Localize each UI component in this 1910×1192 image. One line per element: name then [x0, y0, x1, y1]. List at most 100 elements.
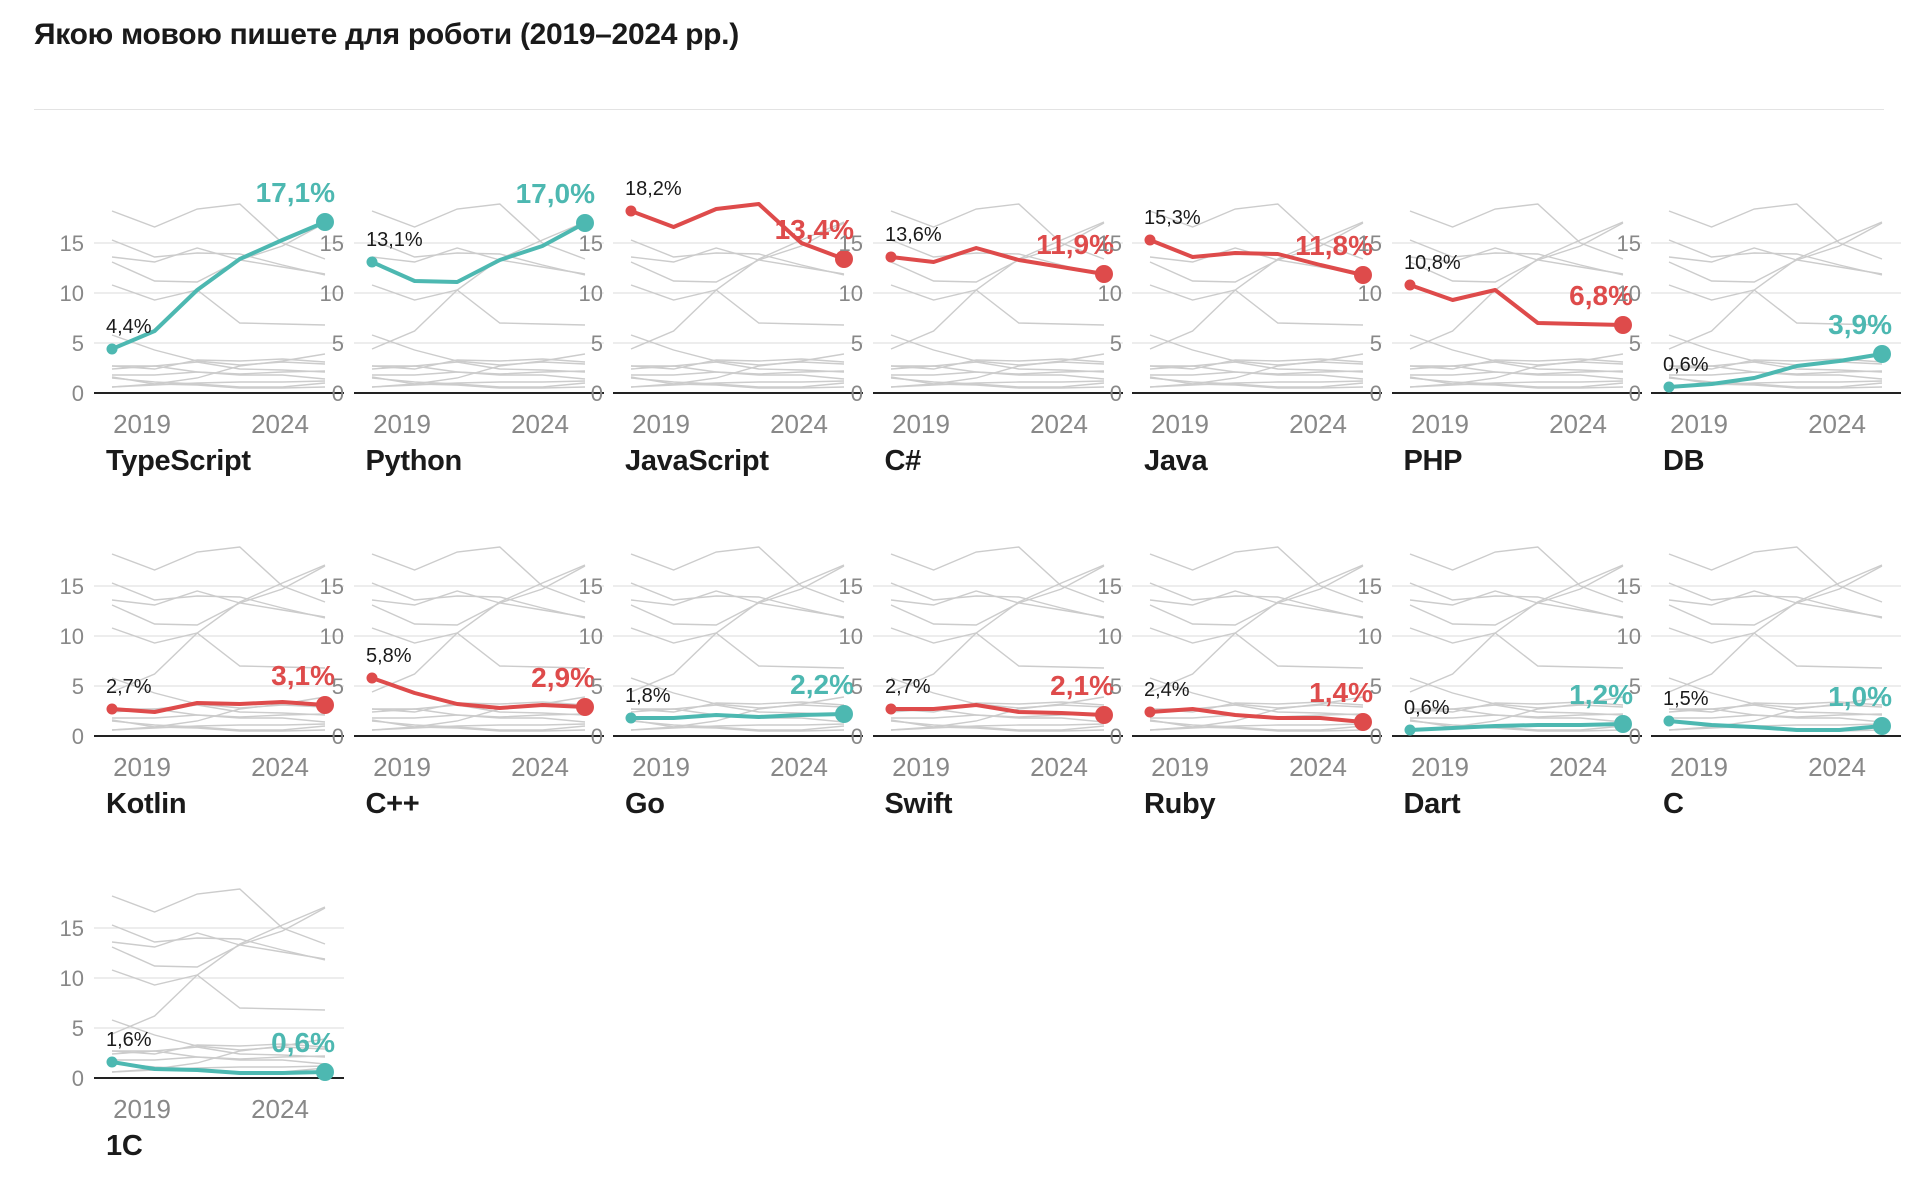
context-line-php [890, 626, 1104, 669]
context-line-1c [111, 718, 326, 732]
context-line-ruby [111, 1050, 326, 1065]
start-value-label: 1,5% [1663, 688, 1709, 710]
context-line-c- [111, 676, 326, 709]
context-line-dart [890, 722, 1104, 731]
context-line-python [890, 222, 1104, 283]
x-tick-label: 2019 [1411, 752, 1469, 782]
y-tick-label: 5 [72, 674, 84, 699]
series-line-1c [110, 1060, 327, 1075]
context-line-typescript [1668, 221, 1883, 350]
end-value-label: 0,6% [271, 1027, 335, 1058]
y-tick-label: 10 [838, 624, 862, 649]
context-line-c [1668, 377, 1883, 388]
context-line-java [1668, 581, 1883, 619]
end-value-label: 11,9% [1036, 229, 1114, 260]
context-line-ruby [1149, 365, 1364, 380]
end-value-label: 17,0% [515, 178, 594, 209]
start-value-label: 13,1% [366, 229, 423, 251]
chart-title: Якою мовою пишете для роботи (2019–2024 … [34, 18, 739, 51]
start-point [366, 256, 377, 268]
context-line-1c [890, 376, 1104, 389]
series-line-javascript [629, 202, 846, 261]
series-line-java [1148, 238, 1365, 277]
context-line-typescript [1409, 563, 1623, 693]
panel-title: JavaScript [625, 445, 769, 477]
context-line-dart [371, 722, 585, 731]
context-line-python [630, 564, 845, 626]
panel-title: 1C [106, 1130, 143, 1162]
end-value-label: 3,1% [271, 660, 335, 691]
context-line-php [1668, 626, 1883, 669]
context-line-javascript [1409, 203, 1623, 260]
context-line-typescript [1149, 221, 1364, 350]
end-point [316, 213, 334, 231]
context-line-dart [1668, 722, 1883, 731]
context-line-1c [890, 718, 1104, 732]
start-value-label: 2,4% [1144, 679, 1190, 701]
context-line-java [630, 239, 845, 276]
context-line-c [1149, 377, 1364, 388]
context-line-typescript [371, 563, 585, 693]
start-point [1663, 381, 1675, 393]
y-tick-label: 5 [1110, 674, 1122, 699]
end-point [575, 214, 594, 232]
context-line-java [890, 581, 1104, 619]
context-line-1c [1409, 718, 1623, 732]
y-tick-label: 0 [1629, 724, 1641, 749]
panel-title: Dart [1403, 787, 1461, 820]
context-line-dart [111, 1065, 326, 1073]
y-tick-label: 0 [72, 724, 84, 749]
start-value-label: 1,6% [106, 1029, 152, 1051]
context-line-1c [371, 718, 585, 732]
start-point [106, 343, 118, 355]
context-line-java [371, 239, 585, 276]
context-line-c- [371, 334, 585, 366]
context-line-java [111, 239, 326, 276]
y-tick-label: 10 [1617, 624, 1641, 649]
panel-db: 0 5 10 15 2019 2024 0,6% 3,9% [1617, 203, 1901, 439]
x-tick-label: 2024 [1030, 409, 1088, 439]
end-point [1094, 265, 1113, 283]
x-tick-label: 2019 [113, 752, 171, 782]
x-tick-label: 2024 [770, 409, 828, 439]
context-line-ruby [371, 365, 585, 380]
context-line-c- [1409, 334, 1623, 366]
context-line-kotlin [111, 1043, 326, 1055]
series-line-db [1667, 352, 1884, 389]
series-line-ruby [1148, 706, 1365, 724]
context-line-kotlin [630, 358, 845, 370]
context-line-c- [890, 676, 1104, 709]
context-line-python [1409, 222, 1623, 283]
panel-c: 0 5 10 15 2019 2024 1,5% 1,0% [1617, 545, 1901, 782]
context-line-javascript [1409, 545, 1623, 603]
context-line-java [1409, 581, 1623, 619]
panel-java: 0 5 10 15 2019 2024 15,3% 11,8% [1098, 203, 1382, 439]
context-line-kotlin [111, 358, 326, 370]
context-line-typescript [890, 221, 1104, 350]
x-tick-label: 2019 [892, 752, 950, 782]
y-tick-label: 15 [838, 574, 862, 599]
end-value-label: 6,8% [1569, 280, 1633, 311]
y-tick-label: 0 [331, 724, 343, 749]
series-line-c- [888, 246, 1106, 276]
end-point [316, 1063, 334, 1081]
y-tick-label: 10 [1357, 624, 1381, 649]
panel-typescript: 0 5 10 15 2019 2024 4,4% 17,1% [60, 177, 344, 439]
end-point [1873, 716, 1891, 735]
panel-php: 0 5 10 15 2019 2024 10,8% 6,8% [1357, 203, 1642, 439]
y-tick-label: 10 [319, 624, 343, 649]
y-tick-label: 0 [1629, 381, 1641, 406]
context-line-python [1409, 564, 1623, 626]
end-point [1613, 316, 1632, 334]
start-value-label: 13,6% [885, 224, 942, 246]
context-line-1c [1149, 718, 1364, 732]
end-value-label: 3,9% [1828, 309, 1892, 340]
y-tick-label: 15 [319, 231, 343, 256]
start-point [106, 1056, 118, 1068]
start-point [1404, 279, 1415, 291]
x-tick-label: 2019 [1151, 752, 1209, 782]
panel-title: C++ [365, 787, 420, 820]
context-line-typescript [1149, 563, 1364, 693]
y-tick-label: 0 [591, 381, 603, 406]
series-line-python [369, 221, 587, 284]
